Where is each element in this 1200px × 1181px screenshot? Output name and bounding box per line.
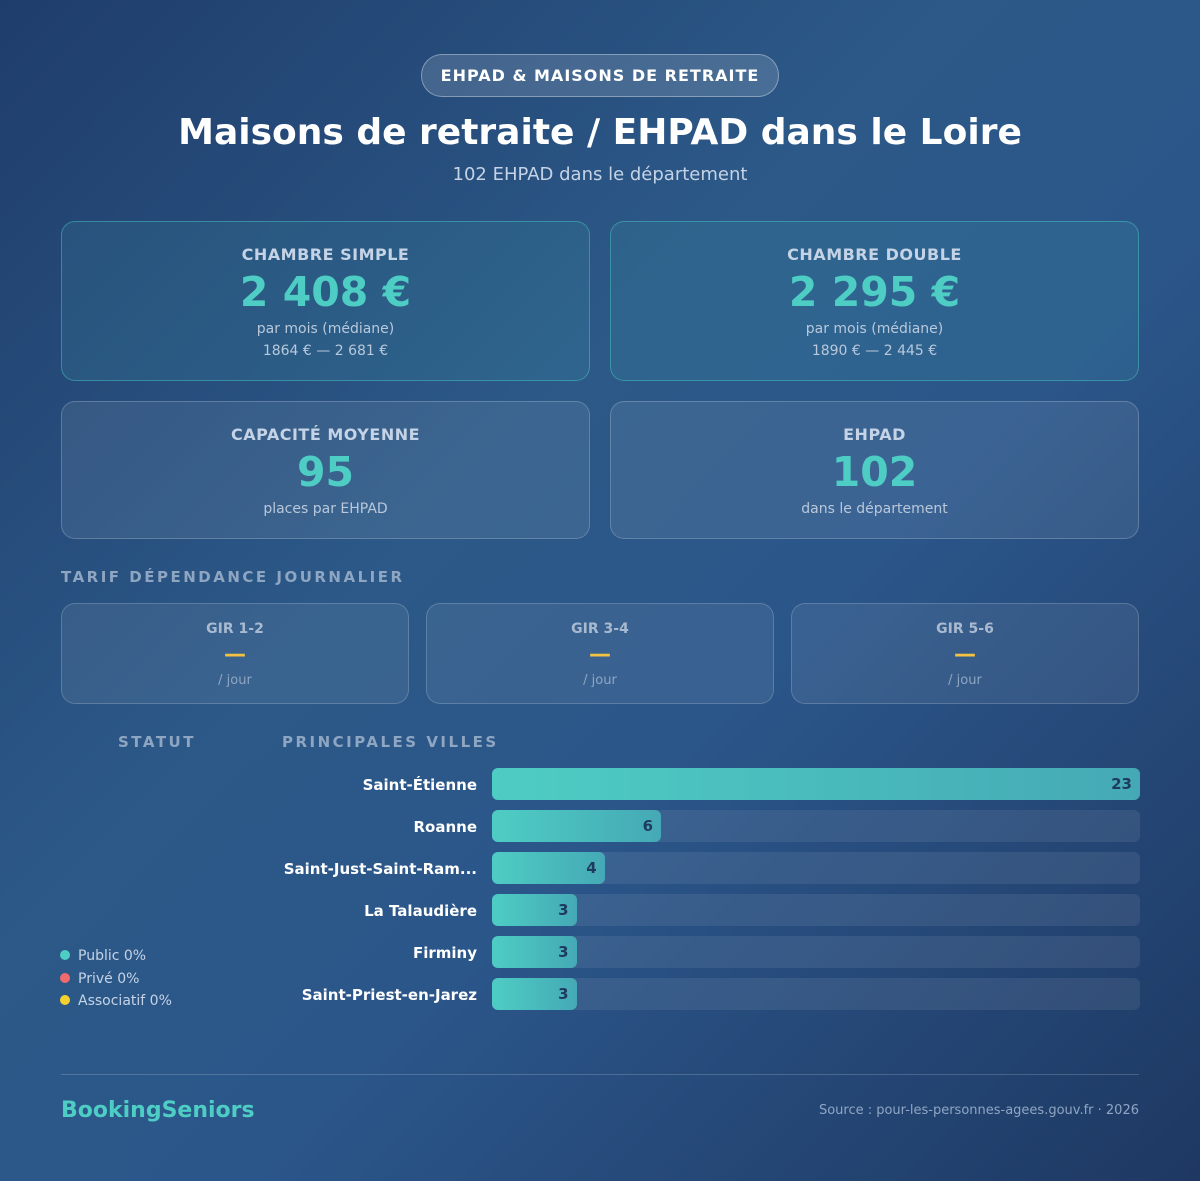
legend-label: Associatif — [78, 993, 146, 1009]
card-note: par mois (médiane) — [805, 321, 944, 337]
gir-label: GIR 5-6 — [936, 621, 994, 637]
legend-value: 0% — [117, 970, 140, 987]
gir-value: — — [954, 642, 976, 667]
bar-value: 4 — [586, 859, 597, 877]
subtitle: 102 EHPAD dans le département — [452, 164, 748, 185]
section-title: TARIF DÉPENDANCE JOURNALIER — [61, 568, 405, 586]
legend-dot — [60, 950, 70, 960]
legend-dot — [60, 995, 70, 1005]
city-label: Saint-Priest-en-Jarez — [301, 986, 477, 1004]
gir-value: — — [224, 642, 246, 667]
bar-track: 23 — [492, 768, 1140, 800]
bar: 4 — [492, 852, 605, 884]
bar: 23 — [492, 768, 1140, 800]
bar-value: 23 — [1111, 775, 1132, 793]
card-note: par mois (médiane) — [256, 321, 395, 337]
section-title: PRINCIPALES VILLES — [282, 733, 499, 751]
card-value: 102 — [831, 448, 918, 496]
bar-track: 4 — [492, 852, 1140, 884]
city-label: Roanne — [413, 818, 477, 836]
bar-value: 6 — [642, 817, 654, 835]
gir-unit: / jour — [948, 673, 982, 688]
bar-track: 3 — [492, 936, 1140, 968]
bar-value: 3 — [558, 943, 569, 961]
legend-value: 0% — [149, 993, 172, 1009]
city-label: La Talaudière — [364, 902, 477, 920]
card-value: 2 408 € — [239, 268, 412, 316]
legend-dot — [60, 972, 70, 983]
footer-rule — [61, 1074, 1139, 1075]
bar-value: 3 — [558, 901, 569, 919]
source: Source : pour-les-personnes-agees.gouv.f… — [818, 1103, 1139, 1118]
badge: EHPAD & MAISONS DE RETRAITE — [421, 54, 779, 97]
bar-value: 3 — [558, 985, 569, 1003]
city-label: Firminy — [412, 944, 477, 962]
gir-card: GIR 1-2 — / jour — [61, 603, 409, 704]
legend-item: Public 0% — [60, 948, 146, 964]
gir-label: GIR 3-4 — [571, 621, 629, 637]
bar: 3 — [492, 936, 577, 968]
legend-item: Privé 0% — [60, 971, 139, 987]
legend-value: 0% — [123, 948, 147, 964]
card-note: dans le département — [801, 501, 948, 517]
card-label: CAPACITÉ MOYENNE — [230, 425, 421, 444]
card-label: CHAMBRE DOUBLE — [787, 245, 962, 264]
bar-track: 3 — [492, 978, 1140, 1010]
bar: 6 — [492, 810, 662, 842]
gir-unit: / jour — [218, 673, 252, 688]
city-label: Saint-Just-Saint-Ram... — [283, 860, 477, 878]
bar: 3 — [492, 894, 577, 926]
gir-card: GIR 5-6 — / jour — [791, 603, 1139, 704]
card-value: 2 295 € — [788, 268, 961, 316]
legend-item: Associatif 0% — [60, 993, 172, 1009]
brand: BookingSeniors — [61, 1098, 255, 1123]
gir-unit: / jour — [583, 673, 617, 688]
gir-value: — — [589, 642, 611, 667]
legend-label: Public — [78, 948, 120, 964]
bar-track: 6 — [492, 810, 1140, 842]
price-card: CHAMBRE DOUBLE 2 295 € par mois (médiane… — [610, 221, 1139, 381]
card-label: EHPAD — [843, 425, 906, 444]
card-value: 95 — [296, 448, 355, 496]
card-range: 1864 € — 2 681 € — [262, 343, 389, 359]
bar-track: 3 — [492, 894, 1140, 926]
gir-label: GIR 1-2 — [206, 621, 264, 637]
section-title: STATUT — [118, 733, 196, 751]
info-card: CAPACITÉ MOYENNE 95 places par EHPAD — [61, 401, 590, 539]
bar: 3 — [492, 978, 577, 1010]
legend-label: Privé — [78, 970, 113, 987]
city-label: Saint-Étienne — [362, 776, 477, 794]
card-label: CHAMBRE SIMPLE — [241, 245, 410, 264]
gir-card: GIR 3-4 — / jour — [426, 603, 774, 704]
info-card: EHPAD 102 dans le département — [610, 401, 1139, 539]
card-range: 1890 € — 2 445 € — [811, 343, 938, 359]
price-card: CHAMBRE SIMPLE 2 408 € par mois (médiane… — [61, 221, 590, 381]
title: Maisons de retraite / EHPAD dans le Loir… — [178, 112, 1022, 153]
card-note: places par EHPAD — [263, 501, 388, 517]
